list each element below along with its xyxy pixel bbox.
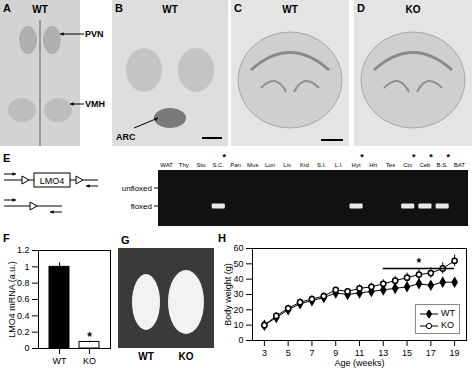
svg-text:11: 11 xyxy=(355,348,364,358)
svg-text:7: 7 xyxy=(309,348,314,358)
svg-text:A: A xyxy=(3,2,11,14)
svg-text:15: 15 xyxy=(402,348,412,358)
svg-text:Age (weeks): Age (weeks) xyxy=(334,358,384,368)
svg-text:*: * xyxy=(417,256,422,270)
svg-text:Liv: Liv xyxy=(283,162,291,168)
svg-text:0: 0 xyxy=(24,343,29,353)
svg-text:WT: WT xyxy=(32,4,48,15)
svg-text:unfloxed: unfloxed xyxy=(122,184,152,193)
svg-text:*: * xyxy=(360,152,364,162)
svg-text:5: 5 xyxy=(286,348,291,358)
svg-text:0.6: 0.6 xyxy=(17,294,30,304)
svg-text:B: B xyxy=(115,2,123,14)
svg-text:Lun: Lun xyxy=(265,162,275,168)
html-text:H: H xyxy=(218,232,226,244)
svg-text:0: 0 xyxy=(238,335,243,345)
svg-text:Pan: Pan xyxy=(230,162,241,168)
svg-text:20: 20 xyxy=(233,305,243,315)
svg-text:10: 10 xyxy=(233,320,243,330)
svg-text:KO: KO xyxy=(179,351,194,362)
svg-text:0.8: 0.8 xyxy=(17,278,30,288)
svg-text:LMO4 mRNA (a.u.): LMO4 mRNA (a.u.) xyxy=(7,261,17,338)
svg-text:30: 30 xyxy=(233,289,243,299)
svg-text:WT: WT xyxy=(162,4,178,15)
svg-text:*: * xyxy=(446,152,450,162)
svg-text:1.2: 1.2 xyxy=(17,245,30,255)
svg-text:KO: KO xyxy=(406,4,421,15)
svg-text:WT: WT xyxy=(282,4,298,15)
svg-text:floxed: floxed xyxy=(131,202,152,211)
svg-text:Thy: Thy xyxy=(179,162,189,168)
svg-text:PVN: PVN xyxy=(85,29,104,39)
svg-text:Tes: Tes xyxy=(386,162,395,168)
svg-text:G: G xyxy=(121,234,130,246)
svg-text:S.C.: S.C. xyxy=(212,162,224,168)
svg-text:D: D xyxy=(357,2,365,14)
svg-text:LMO4: LMO4 xyxy=(40,176,65,186)
svg-text:19: 19 xyxy=(450,348,460,358)
svg-text:B.S.: B.S. xyxy=(436,162,448,168)
svg-text:*: * xyxy=(412,152,416,162)
html-text:KO: KO xyxy=(441,320,454,330)
svg-text:L.I.: L.I. xyxy=(335,162,344,168)
svg-text:E: E xyxy=(3,152,10,164)
svg-text:VMH: VMH xyxy=(85,99,105,109)
svg-text:13: 13 xyxy=(378,348,388,358)
svg-text:Hyt: Hyt xyxy=(352,162,361,168)
svg-text:Ceb: Ceb xyxy=(419,162,431,168)
html-text:F: F xyxy=(3,232,10,244)
svg-text:3: 3 xyxy=(262,348,267,358)
svg-text:*: * xyxy=(223,152,227,162)
html-text:WT: WT xyxy=(441,308,455,318)
svg-text:0.2: 0.2 xyxy=(17,327,30,337)
svg-text:1: 1 xyxy=(24,262,29,272)
svg-text:60: 60 xyxy=(233,243,243,253)
svg-text:KO: KO xyxy=(83,356,96,366)
svg-text:*: * xyxy=(429,152,433,162)
svg-text:S.I.: S.I. xyxy=(317,162,326,168)
svg-text:Mus: Mus xyxy=(247,162,258,168)
svg-text:WT: WT xyxy=(138,351,154,362)
svg-text:*: * xyxy=(87,330,92,344)
svg-text:Ctx: Ctx xyxy=(403,162,412,168)
svg-text:WT: WT xyxy=(53,356,67,366)
svg-text:Hrt: Hrt xyxy=(369,162,377,168)
svg-text:0.4: 0.4 xyxy=(17,311,30,321)
svg-text:50: 50 xyxy=(233,259,243,269)
svg-text:ARC: ARC xyxy=(116,132,136,142)
svg-text:C: C xyxy=(234,2,242,14)
svg-text:Body weight (g): Body weight (g) xyxy=(223,263,233,326)
svg-text:17: 17 xyxy=(426,348,436,358)
svg-text:40: 40 xyxy=(233,274,243,284)
svg-text:Sto: Sto xyxy=(197,162,207,168)
svg-text:BAT: BAT xyxy=(454,162,466,168)
svg-text:9: 9 xyxy=(333,348,338,358)
svg-text:Kid: Kid xyxy=(300,162,309,168)
svg-text:WAT: WAT xyxy=(160,162,173,168)
